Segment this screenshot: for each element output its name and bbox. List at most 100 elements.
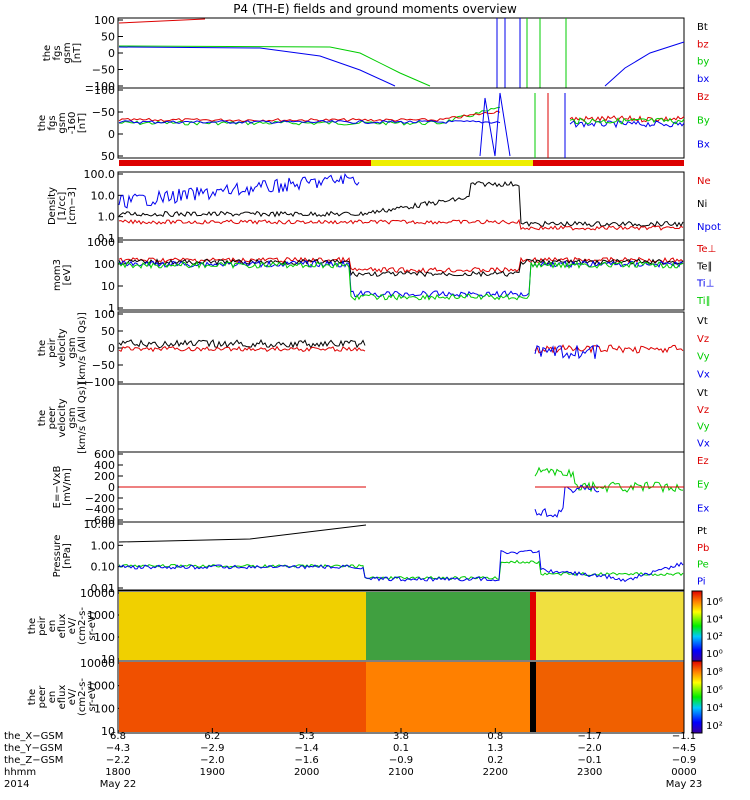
y-tick-label: 10000 <box>80 657 115 670</box>
panel-frame <box>117 17 685 89</box>
x-axis-row-label: the_Z−GSM <box>4 755 63 766</box>
x-axis-value: 2200 <box>483 767 508 778</box>
y-tick-label: 1000 <box>87 236 115 249</box>
x-axis-value: −4.5 <box>672 743 696 754</box>
y-axis-label-line: [nT] <box>72 43 83 63</box>
y-axis-label-line: -160 <box>67 112 78 135</box>
trace-ni <box>118 180 684 228</box>
y-axis-label: thefgsgsm-160[nT] <box>37 112 88 135</box>
colorbar-tick-label: 10⁴ <box>706 703 723 714</box>
y-axis-label-line: sr-eV) <box>87 682 98 711</box>
colorbar-tick-label: 10⁶ <box>706 597 723 608</box>
y-tick-label: 10000 <box>80 587 115 600</box>
y-axis-label: thepeirenefluxeV/(cm2-s-sr-eV) <box>27 607 98 645</box>
colorbar <box>691 590 703 662</box>
x-axis-value: 3.8 <box>393 731 409 742</box>
spectrogram-block <box>366 662 530 732</box>
legend-entry-bz: bz <box>697 39 709 50</box>
y-tick-label: 50 <box>101 150 115 163</box>
x-axis-value: −0.9 <box>672 755 696 766</box>
y-tick-label: 10 <box>101 280 115 293</box>
y-axis-label-line: the <box>37 410 48 426</box>
y-axis-label-line: eflux <box>57 685 68 710</box>
spectrogram-block <box>536 662 684 732</box>
y-tick-label: 0.1 <box>98 232 116 245</box>
spectrogram-block <box>536 592 684 660</box>
panel-8: Pressure[nPa] 10.00 1.00 0.10 0.01 Pt Pb Pe Pi <box>52 518 709 595</box>
status-segment-red <box>119 160 371 166</box>
data-quality-bar <box>119 160 684 166</box>
y-tick-label: 0 <box>108 47 115 60</box>
panel-6: thepeervelocitygsm[km/s (All Qs)] Vt Vz Vy V… <box>37 382 710 454</box>
x-axis-value: −0.1 <box>578 755 602 766</box>
legend-entry-ex: Ex <box>697 503 709 514</box>
y-tick-label: −100 <box>85 84 115 97</box>
y-axis-label-line: gsm <box>62 42 73 63</box>
panel-2: thefgsgsm-160[nT] −100 −50 0 50 Bz By Bx <box>37 84 710 163</box>
x-axis-annotations: the_X−GSMthe_Y−GSMthe_Z−GSMhhmm20146.8−4… <box>4 728 702 790</box>
panel-4: mom3[eV] 1000 100 10 1 Te⊥ Te∥ Ti⊥ Ti∥ <box>52 236 716 315</box>
trace-burst <box>479 92 511 157</box>
y-axis-label-line: the <box>42 45 53 61</box>
y-tick-label: 50 <box>101 325 115 338</box>
legend-entry-ey: Ey <box>697 480 709 491</box>
legend-entry-ni: Ni <box>697 199 707 210</box>
spectrogram-block <box>119 662 366 732</box>
trace-ex <box>534 484 600 518</box>
trace-by-right <box>569 117 685 125</box>
x-axis-date: May 22 <box>100 779 137 790</box>
y-axis-label-line: fgs <box>47 115 58 130</box>
x-axis-value: 2000 <box>294 767 319 778</box>
colorbar <box>691 660 703 734</box>
y-tick-label: 0 <box>108 481 115 494</box>
legend-entry-vx: Vx <box>697 370 710 381</box>
x-axis-value: 2300 <box>577 767 602 778</box>
y-axis-label-line: [mV/m] <box>62 468 73 506</box>
legend-entry-te∥: Te∥ <box>696 261 713 272</box>
legend-entry-ti⊥: Ti⊥ <box>696 279 714 290</box>
legend-entry-by: By <box>697 116 710 127</box>
trace-ey <box>534 466 684 494</box>
trace-bx <box>118 119 501 125</box>
legend-entry-pi: Pi <box>697 576 706 587</box>
colorbar-tick-label: 10⁰ <box>706 649 723 660</box>
y-axis-label: thepeervelocitygsm[km/s (All Qs)] <box>37 382 88 454</box>
y-axis-label-line: mom3 <box>52 259 63 291</box>
trace-bx-right <box>604 41 685 87</box>
y-axis-label-line: [1/cc] <box>57 192 68 221</box>
legend-entry-bt: Bt <box>697 22 708 33</box>
y-axis-label-line: [nPa] <box>62 543 73 569</box>
y-tick-label: −50 <box>92 359 115 372</box>
y-tick-label: 10.0 <box>91 189 116 202</box>
trace-te-par <box>118 258 684 278</box>
y-tick-label: 100 <box>94 14 115 27</box>
y-tick-label: 100 <box>94 631 115 644</box>
legend-entry-by: by <box>697 57 709 68</box>
x-axis-value: −2.9 <box>200 743 224 754</box>
x-axis-row-label: 2014 <box>4 779 29 790</box>
trace-by <box>118 45 431 87</box>
legend-entry-ne: Ne <box>697 176 711 187</box>
x-axis-value: −0.9 <box>389 755 413 766</box>
legend-entry-pe: Pe <box>697 560 709 571</box>
colorbar-tick-label: 10² <box>706 632 723 643</box>
x-axis-value: −4.3 <box>106 743 130 754</box>
trace-pt <box>118 524 367 543</box>
x-axis-value: 1800 <box>105 767 130 778</box>
legend-entry-vy: Vy <box>697 352 710 363</box>
colorbar-tick-label: 10² <box>706 721 723 732</box>
trace-ti-par <box>118 260 684 301</box>
y-axis-label-line: eV/ <box>67 688 78 705</box>
y-tick-label: 400 <box>94 459 115 472</box>
x-axis-value: 2100 <box>388 767 413 778</box>
y-tick-label: 1000 <box>87 609 115 622</box>
status-segment-red <box>533 160 684 166</box>
y-tick-label: 10 <box>101 653 115 666</box>
x-axis-value: 0.1 <box>393 743 409 754</box>
legend-entry-bx: bx <box>697 74 709 85</box>
y-axis-label-line: peer <box>37 685 48 709</box>
y-axis-label-line: eV/ <box>67 617 78 634</box>
x-axis-date: May 23 <box>666 779 703 790</box>
y-tick-label: 100 <box>94 702 115 715</box>
